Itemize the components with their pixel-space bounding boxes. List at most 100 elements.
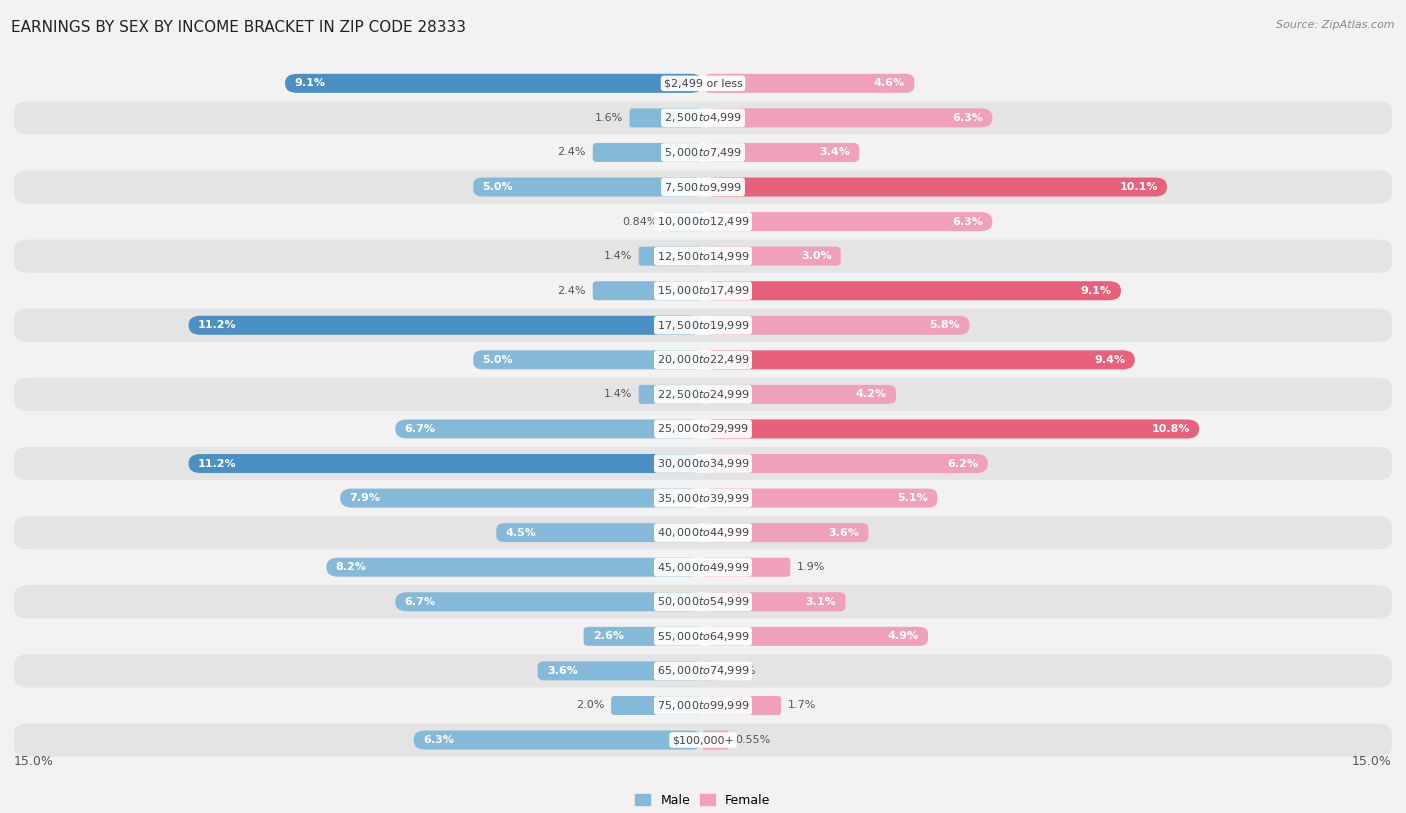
FancyBboxPatch shape xyxy=(14,67,1392,100)
Text: 6.7%: 6.7% xyxy=(405,597,436,606)
FancyBboxPatch shape xyxy=(703,489,938,507)
FancyBboxPatch shape xyxy=(630,108,703,128)
FancyBboxPatch shape xyxy=(638,246,703,266)
FancyBboxPatch shape xyxy=(14,171,1392,203)
Text: $65,000 to $74,999: $65,000 to $74,999 xyxy=(657,664,749,677)
Text: 2.6%: 2.6% xyxy=(593,632,624,641)
Text: 0.84%: 0.84% xyxy=(621,216,658,227)
Text: 6.7%: 6.7% xyxy=(405,424,436,434)
Text: 5.8%: 5.8% xyxy=(929,320,960,330)
Text: 6.3%: 6.3% xyxy=(952,216,983,227)
FancyBboxPatch shape xyxy=(395,593,703,611)
FancyBboxPatch shape xyxy=(703,350,1135,369)
FancyBboxPatch shape xyxy=(583,627,703,646)
Text: 11.2%: 11.2% xyxy=(198,320,236,330)
Text: 5.1%: 5.1% xyxy=(897,493,928,503)
FancyBboxPatch shape xyxy=(474,350,703,369)
Text: $5,000 to $7,499: $5,000 to $7,499 xyxy=(664,146,742,159)
FancyBboxPatch shape xyxy=(593,281,703,300)
Text: 0.23%: 0.23% xyxy=(720,666,756,676)
FancyBboxPatch shape xyxy=(14,481,1392,515)
Text: $50,000 to $54,999: $50,000 to $54,999 xyxy=(657,595,749,608)
FancyBboxPatch shape xyxy=(326,558,703,576)
Text: 3.4%: 3.4% xyxy=(820,147,851,158)
FancyBboxPatch shape xyxy=(188,315,703,335)
FancyBboxPatch shape xyxy=(593,143,703,162)
Text: 7.9%: 7.9% xyxy=(349,493,381,503)
Text: 9.4%: 9.4% xyxy=(1094,354,1126,365)
FancyBboxPatch shape xyxy=(14,447,1392,480)
FancyBboxPatch shape xyxy=(474,177,703,197)
FancyBboxPatch shape xyxy=(703,420,1199,438)
Text: 4.6%: 4.6% xyxy=(875,78,905,89)
FancyBboxPatch shape xyxy=(703,454,988,473)
FancyBboxPatch shape xyxy=(703,177,1167,197)
FancyBboxPatch shape xyxy=(496,523,703,542)
Text: 6.3%: 6.3% xyxy=(952,113,983,123)
Text: 15.0%: 15.0% xyxy=(1353,755,1392,768)
Text: $17,500 to $19,999: $17,500 to $19,999 xyxy=(657,319,749,332)
FancyBboxPatch shape xyxy=(14,654,1392,688)
Text: 2.0%: 2.0% xyxy=(576,701,605,711)
FancyBboxPatch shape xyxy=(340,489,703,507)
Text: 1.9%: 1.9% xyxy=(797,563,825,572)
FancyBboxPatch shape xyxy=(188,454,703,473)
FancyBboxPatch shape xyxy=(703,74,914,93)
FancyBboxPatch shape xyxy=(703,523,869,542)
Text: $2,500 to $4,999: $2,500 to $4,999 xyxy=(664,111,742,124)
FancyBboxPatch shape xyxy=(14,620,1392,653)
Text: 15.0%: 15.0% xyxy=(14,755,53,768)
Text: $2,499 or less: $2,499 or less xyxy=(664,78,742,89)
Text: 3.1%: 3.1% xyxy=(806,597,837,606)
FancyBboxPatch shape xyxy=(14,205,1392,238)
FancyBboxPatch shape xyxy=(703,108,993,128)
FancyBboxPatch shape xyxy=(703,627,928,646)
FancyBboxPatch shape xyxy=(413,731,703,750)
FancyBboxPatch shape xyxy=(14,724,1392,757)
Text: 2.4%: 2.4% xyxy=(557,285,586,296)
Text: 2.4%: 2.4% xyxy=(557,147,586,158)
Text: 11.2%: 11.2% xyxy=(198,459,236,468)
FancyBboxPatch shape xyxy=(14,309,1392,342)
Text: $35,000 to $39,999: $35,000 to $39,999 xyxy=(657,492,749,505)
FancyBboxPatch shape xyxy=(703,281,1121,300)
Text: 9.1%: 9.1% xyxy=(294,78,325,89)
Text: 3.0%: 3.0% xyxy=(801,251,831,261)
Text: 1.7%: 1.7% xyxy=(787,701,817,711)
FancyBboxPatch shape xyxy=(395,420,703,438)
FancyBboxPatch shape xyxy=(14,102,1392,134)
Text: 1.4%: 1.4% xyxy=(603,251,631,261)
FancyBboxPatch shape xyxy=(14,378,1392,411)
Text: $22,500 to $24,999: $22,500 to $24,999 xyxy=(657,388,749,401)
FancyBboxPatch shape xyxy=(285,74,703,93)
Text: 1.6%: 1.6% xyxy=(595,113,623,123)
FancyBboxPatch shape xyxy=(703,662,714,680)
Text: 8.2%: 8.2% xyxy=(336,563,367,572)
Text: 3.6%: 3.6% xyxy=(547,666,578,676)
Text: $12,500 to $14,999: $12,500 to $14,999 xyxy=(657,250,749,263)
Text: 4.2%: 4.2% xyxy=(856,389,887,399)
FancyBboxPatch shape xyxy=(537,662,703,680)
Text: EARNINGS BY SEX BY INCOME BRACKET IN ZIP CODE 28333: EARNINGS BY SEX BY INCOME BRACKET IN ZIP… xyxy=(11,20,467,35)
FancyBboxPatch shape xyxy=(665,212,703,231)
Text: $30,000 to $34,999: $30,000 to $34,999 xyxy=(657,457,749,470)
FancyBboxPatch shape xyxy=(703,143,859,162)
Text: $40,000 to $44,999: $40,000 to $44,999 xyxy=(657,526,749,539)
FancyBboxPatch shape xyxy=(14,136,1392,169)
FancyBboxPatch shape xyxy=(14,550,1392,584)
FancyBboxPatch shape xyxy=(14,343,1392,376)
FancyBboxPatch shape xyxy=(703,212,993,231)
Text: $75,000 to $99,999: $75,000 to $99,999 xyxy=(657,699,749,712)
FancyBboxPatch shape xyxy=(703,731,728,750)
Legend: Male, Female: Male, Female xyxy=(630,789,776,811)
FancyBboxPatch shape xyxy=(14,585,1392,619)
Text: $15,000 to $17,499: $15,000 to $17,499 xyxy=(657,285,749,298)
Text: $10,000 to $12,499: $10,000 to $12,499 xyxy=(657,215,749,228)
Text: 6.2%: 6.2% xyxy=(948,459,979,468)
Text: 9.1%: 9.1% xyxy=(1081,285,1112,296)
Text: 5.0%: 5.0% xyxy=(482,354,513,365)
Text: 4.5%: 4.5% xyxy=(506,528,536,537)
Text: 3.6%: 3.6% xyxy=(828,528,859,537)
Text: 6.3%: 6.3% xyxy=(423,735,454,745)
Text: 10.1%: 10.1% xyxy=(1119,182,1157,192)
